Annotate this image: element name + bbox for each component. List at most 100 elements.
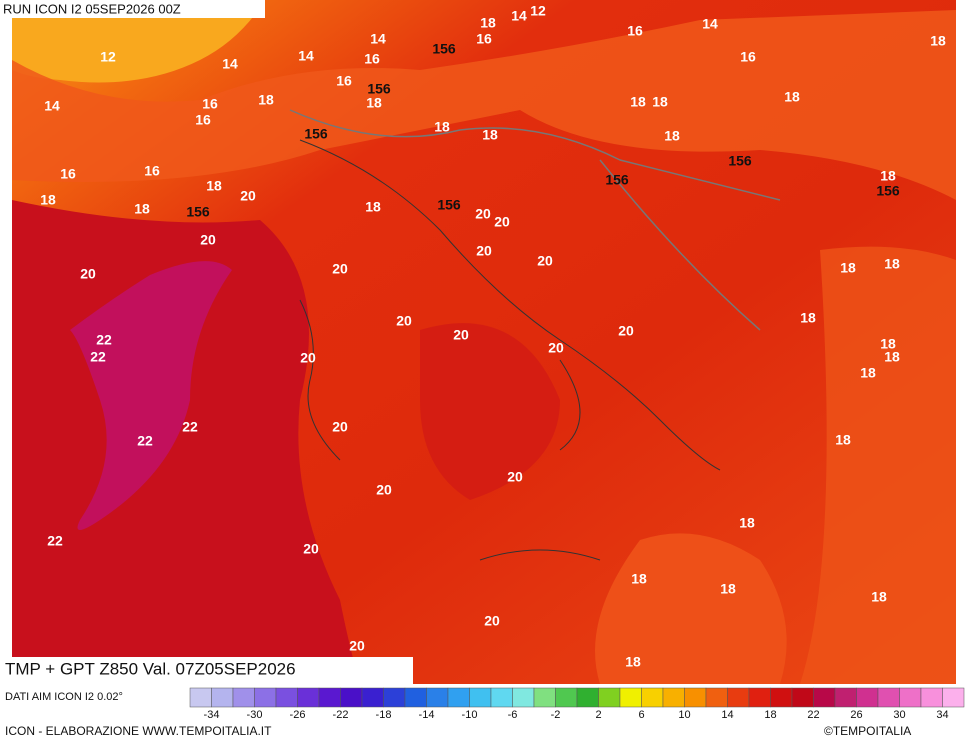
contour-label: 22 [182, 419, 198, 435]
colorbar-box [533, 687, 556, 708]
colorbar-box [447, 687, 470, 708]
colorbar-box [254, 687, 277, 708]
colorbar-box [318, 687, 341, 708]
copyright-label: ©TEMPOITALIA [824, 724, 911, 738]
contour-label: 20 [618, 323, 634, 339]
run-label: RUN ICON I2 05SEP2026 00Z [3, 1, 181, 16]
colorbar-tick-label: -34 [204, 709, 220, 721]
contour-label: 16 [627, 23, 643, 39]
contour-label: 18 [664, 128, 680, 144]
zone-18 [12, 10, 956, 200]
contour-label: 20 [200, 232, 216, 248]
contour-label: 14 [370, 31, 386, 47]
colorbar-box [232, 687, 255, 708]
contour-label: 18 [434, 119, 450, 135]
colorbar-box [576, 687, 599, 708]
contour-label: 14 [702, 16, 718, 32]
colorbar-tick-label: -26 [290, 709, 306, 721]
contour-label: 18 [720, 581, 736, 597]
colorbar-box [555, 687, 578, 708]
contour-label: 156 [437, 197, 461, 213]
colorbar-box [813, 687, 836, 708]
contour-label: 156 [876, 183, 900, 199]
contour-label: 18 [930, 33, 946, 49]
contour-label: 20 [537, 253, 553, 269]
warm-zone [12, 0, 265, 83]
colorbar: -34 -30 -26 -22 -18 -14 -10 -6 -2 2 6 10 14 18 22 26 30 3… [189, 687, 965, 721]
contour-label: 18 [482, 127, 498, 143]
colorbar-box [189, 687, 212, 708]
colorbar-box [684, 687, 707, 708]
contour-label: 18 [480, 15, 496, 31]
contour-label: 18 [40, 192, 56, 208]
colorbar-tick-label: -18 [376, 709, 392, 721]
contour-label: 18 [739, 515, 755, 531]
run-box [0, 0, 265, 18]
contour-label: 12 [530, 3, 546, 19]
contour-label: 20 [376, 482, 392, 498]
border-line [289, 109, 781, 331]
contour-label: 20 [548, 340, 564, 356]
contour-label: 20 [349, 638, 365, 654]
contour-label: 16 [60, 166, 76, 182]
contour-label: 18 [784, 89, 800, 105]
contour-label: 18 [625, 654, 641, 670]
contour-label: 18 [840, 260, 856, 276]
colorbar-tick-label: 30 [893, 709, 905, 721]
colorbar-box [791, 687, 814, 708]
colorbar-box [662, 687, 685, 708]
contour-label: 18 [365, 199, 381, 215]
contour-label: 22 [137, 433, 153, 449]
contour-label: 18 [206, 178, 222, 194]
contour-label: 22 [47, 533, 63, 549]
colorbar-box [211, 687, 234, 708]
colorbar-tick-label: -30 [247, 709, 263, 721]
contour-label: 22 [96, 332, 112, 348]
zone-18c [800, 246, 956, 684]
source-label: DATI AIM ICON I2 0.02° [5, 691, 123, 703]
contour-label: 18 [134, 201, 150, 217]
colorbar-tick-label: -10 [462, 709, 478, 721]
contour-label: 18 [860, 365, 876, 381]
colorbar-box [856, 687, 879, 708]
contour-label: 20 [80, 266, 96, 282]
contour-label: 18 [652, 94, 668, 110]
colorbar-box [920, 687, 943, 708]
contour-label: 20 [476, 243, 492, 259]
contour-label: 20 [453, 327, 469, 343]
contour-label: 16 [144, 163, 160, 179]
contour-label: 20 [332, 419, 348, 435]
colorbar-tick-label: -22 [333, 709, 349, 721]
colorbar-box [598, 687, 621, 708]
colorbar-tick-label: 2 [595, 709, 601, 721]
credit-label: ICON - ELABORAZIONE WWW.TEMPOITALIA.IT [5, 724, 272, 738]
contour-label: 18 [366, 95, 382, 111]
zone-20b [420, 323, 560, 500]
colorbar-box [770, 687, 793, 708]
contour-label: 20 [303, 541, 319, 557]
contour-label: 18 [871, 589, 887, 605]
colorbar-tick-label: 14 [721, 709, 733, 721]
contour-label: 18 [880, 336, 896, 352]
colorbar-tick-label: 6 [638, 709, 644, 721]
coastline [299, 139, 721, 561]
contour-label: 16 [202, 96, 218, 112]
contour-label: 12 [100, 49, 116, 65]
colorbar-tick-label: -2 [551, 709, 561, 721]
contour-label: 16 [476, 31, 492, 47]
contour-label: 14 [44, 98, 60, 114]
colorbar-box [877, 687, 900, 708]
colorbar-box [705, 687, 728, 708]
contour-label: 22 [90, 349, 106, 365]
contour-label: 14 [511, 8, 527, 24]
colorbar-box [340, 687, 363, 708]
contour-label: 156 [186, 204, 210, 220]
contour-label: 18 [884, 349, 900, 365]
zone-18b [595, 533, 787, 684]
colorbar-box [426, 687, 449, 708]
colorbar-tick-label: -14 [419, 709, 435, 721]
colorbar-box [361, 687, 384, 708]
